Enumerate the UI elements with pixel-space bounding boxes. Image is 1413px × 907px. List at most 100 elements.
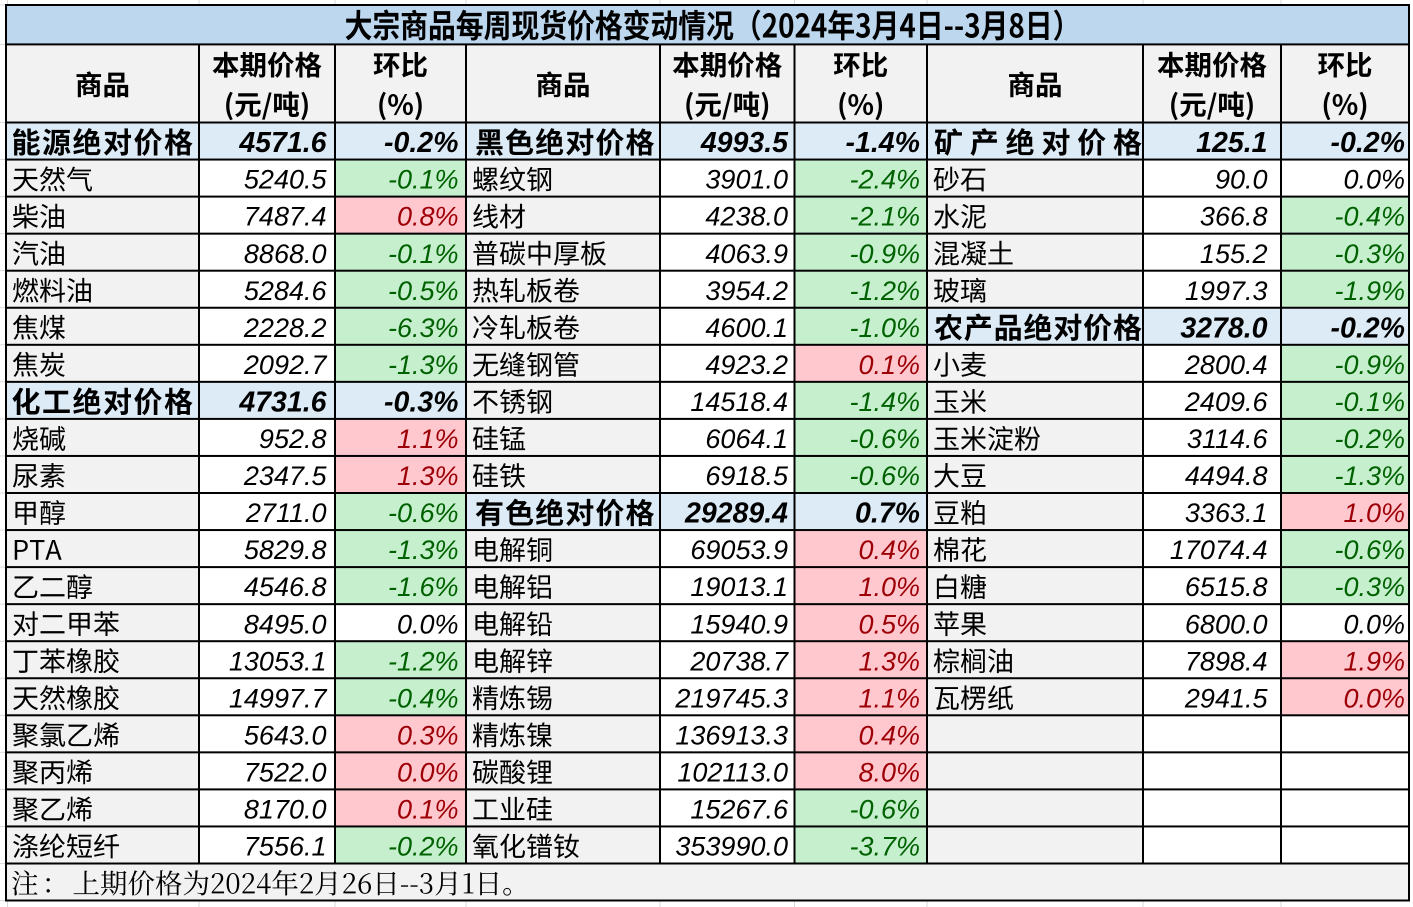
svg-text:7487.4: 7487.4 (244, 202, 327, 232)
svg-text:-0.6%: -0.6% (388, 498, 459, 528)
svg-text:4238.0: 4238.0 (705, 202, 788, 232)
svg-text:14997.7: 14997.7 (229, 683, 328, 713)
svg-text:219745.3: 219745.3 (674, 683, 788, 713)
svg-text:-1.4%: -1.4% (849, 387, 920, 417)
svg-text:-0.3%: -0.3% (1334, 572, 1405, 602)
svg-text:5240.5: 5240.5 (244, 165, 328, 195)
svg-text:-0.2%: -0.2% (388, 832, 459, 862)
svg-text:1.1%: 1.1% (397, 424, 459, 454)
svg-text:-1.3%: -1.3% (388, 535, 459, 565)
svg-text:3278.0: 3278.0 (1180, 312, 1267, 344)
svg-text:-0.9%: -0.9% (849, 239, 920, 269)
svg-text:102113.0: 102113.0 (677, 758, 788, 788)
svg-text:0.1%: 0.1% (858, 350, 920, 380)
svg-text:2711.0: 2711.0 (245, 498, 327, 528)
svg-text:952.8: 952.8 (259, 424, 327, 454)
svg-text:-3.7%: -3.7% (849, 832, 920, 862)
svg-text:2092.7: 2092.7 (243, 350, 328, 380)
svg-text:0.0%: 0.0% (1343, 165, 1405, 195)
svg-text:3114.6: 3114.6 (1187, 424, 1269, 454)
svg-text:8170.0: 8170.0 (244, 795, 327, 825)
svg-text:-0.6%: -0.6% (849, 461, 920, 491)
svg-text:4923.2: 4923.2 (705, 350, 788, 380)
svg-text:0.4%: 0.4% (858, 720, 920, 750)
svg-text:-1.2%: -1.2% (388, 646, 459, 676)
svg-text:15267.6: 15267.6 (690, 795, 789, 825)
svg-text:0.4%: 0.4% (858, 535, 920, 565)
svg-text:-0.4%: -0.4% (388, 683, 459, 713)
svg-text:-0.3%: -0.3% (384, 387, 458, 419)
svg-text:2228.2: 2228.2 (243, 313, 327, 343)
svg-text:0.3%: 0.3% (397, 720, 459, 750)
svg-text:2409.6: 2409.6 (1184, 387, 1269, 417)
svg-text:-0.2%: -0.2% (384, 127, 458, 159)
svg-text:3954.2: 3954.2 (705, 276, 788, 306)
svg-text:353990.0: 353990.0 (675, 832, 788, 862)
svg-text:-1.2%: -1.2% (849, 276, 920, 306)
svg-text:-0.4%: -0.4% (1334, 202, 1405, 232)
svg-text:1997.3: 1997.3 (1185, 276, 1268, 306)
svg-text:15940.9: 15940.9 (690, 609, 788, 639)
svg-text:4571.6: 4571.6 (238, 127, 326, 159)
svg-text:0.0%: 0.0% (1343, 609, 1405, 639)
svg-text:-0.1%: -0.1% (388, 165, 459, 195)
svg-text:0.1%: 0.1% (397, 795, 459, 825)
svg-text:5643.0: 5643.0 (244, 720, 327, 750)
svg-text:3363.1: 3363.1 (1185, 498, 1268, 528)
svg-text:7522.0: 7522.0 (244, 758, 327, 788)
svg-text:20738.7: 20738.7 (689, 646, 789, 676)
svg-text:1.3%: 1.3% (397, 461, 459, 491)
svg-text:8.0%: 8.0% (858, 758, 920, 788)
svg-text:0.5%: 0.5% (858, 609, 920, 639)
svg-text:6515.8: 6515.8 (1185, 572, 1268, 602)
svg-text:-0.2%: -0.2% (1331, 127, 1405, 159)
svg-text:-6.3%: -6.3% (388, 313, 459, 343)
svg-text:-1.6%: -1.6% (388, 572, 459, 602)
svg-text:29289.4: 29289.4 (684, 498, 788, 530)
svg-text:8868.0: 8868.0 (244, 239, 327, 269)
svg-text:7898.4: 7898.4 (1185, 646, 1268, 676)
svg-text:0.7%: 0.7% (855, 498, 920, 530)
svg-text:4546.8: 4546.8 (244, 572, 327, 602)
svg-text:4063.9: 4063.9 (705, 239, 788, 269)
svg-text:4993.5: 4993.5 (700, 127, 789, 159)
svg-text:1.9%: 1.9% (1343, 646, 1405, 676)
svg-text:-2.1%: -2.1% (849, 202, 920, 232)
svg-text:-0.2%: -0.2% (1334, 424, 1405, 454)
svg-text:-0.6%: -0.6% (849, 795, 920, 825)
svg-text:-0.1%: -0.1% (1334, 387, 1405, 417)
svg-text:6800.0: 6800.0 (1185, 609, 1268, 639)
svg-text:0.0%: 0.0% (397, 609, 459, 639)
svg-text:69053.9: 69053.9 (690, 535, 788, 565)
svg-text:-1.3%: -1.3% (1334, 461, 1405, 491)
svg-text:5284.6: 5284.6 (244, 276, 328, 306)
svg-text:136913.3: 136913.3 (675, 720, 788, 750)
svg-text:0.8%: 0.8% (397, 202, 459, 232)
svg-text:0.0%: 0.0% (1343, 683, 1405, 713)
svg-text:-0.1%: -0.1% (388, 239, 459, 269)
svg-text:-0.6%: -0.6% (849, 424, 920, 454)
svg-text:0.0%: 0.0% (397, 758, 459, 788)
svg-text:19013.1: 19013.1 (690, 572, 788, 602)
svg-text:6918.5: 6918.5 (705, 461, 789, 491)
svg-text:125.1: 125.1 (1196, 127, 1267, 159)
svg-text:-1.9%: -1.9% (1334, 276, 1405, 306)
svg-text:1.1%: 1.1% (858, 683, 920, 713)
svg-text:17074.4: 17074.4 (1170, 535, 1268, 565)
svg-text:90.0: 90.0 (1215, 165, 1268, 195)
svg-text:-0.3%: -0.3% (1334, 239, 1405, 269)
svg-text:14518.4: 14518.4 (690, 387, 788, 417)
svg-text:3901.0: 3901.0 (705, 165, 788, 195)
svg-text:4731.6: 4731.6 (238, 387, 326, 419)
svg-text:-0.5%: -0.5% (388, 276, 459, 306)
svg-text:2941.5: 2941.5 (1184, 683, 1269, 713)
svg-text:4494.8: 4494.8 (1185, 461, 1268, 491)
svg-text:-2.4%: -2.4% (849, 165, 920, 195)
svg-text:-0.9%: -0.9% (1334, 350, 1405, 380)
svg-text:13053.1: 13053.1 (229, 646, 327, 676)
svg-text:-1.0%: -1.0% (849, 313, 920, 343)
svg-text:-1.3%: -1.3% (388, 350, 459, 380)
svg-text:-0.6%: -0.6% (1334, 535, 1405, 565)
svg-text:8495.0: 8495.0 (244, 609, 327, 639)
svg-text:366.8: 366.8 (1200, 202, 1268, 232)
